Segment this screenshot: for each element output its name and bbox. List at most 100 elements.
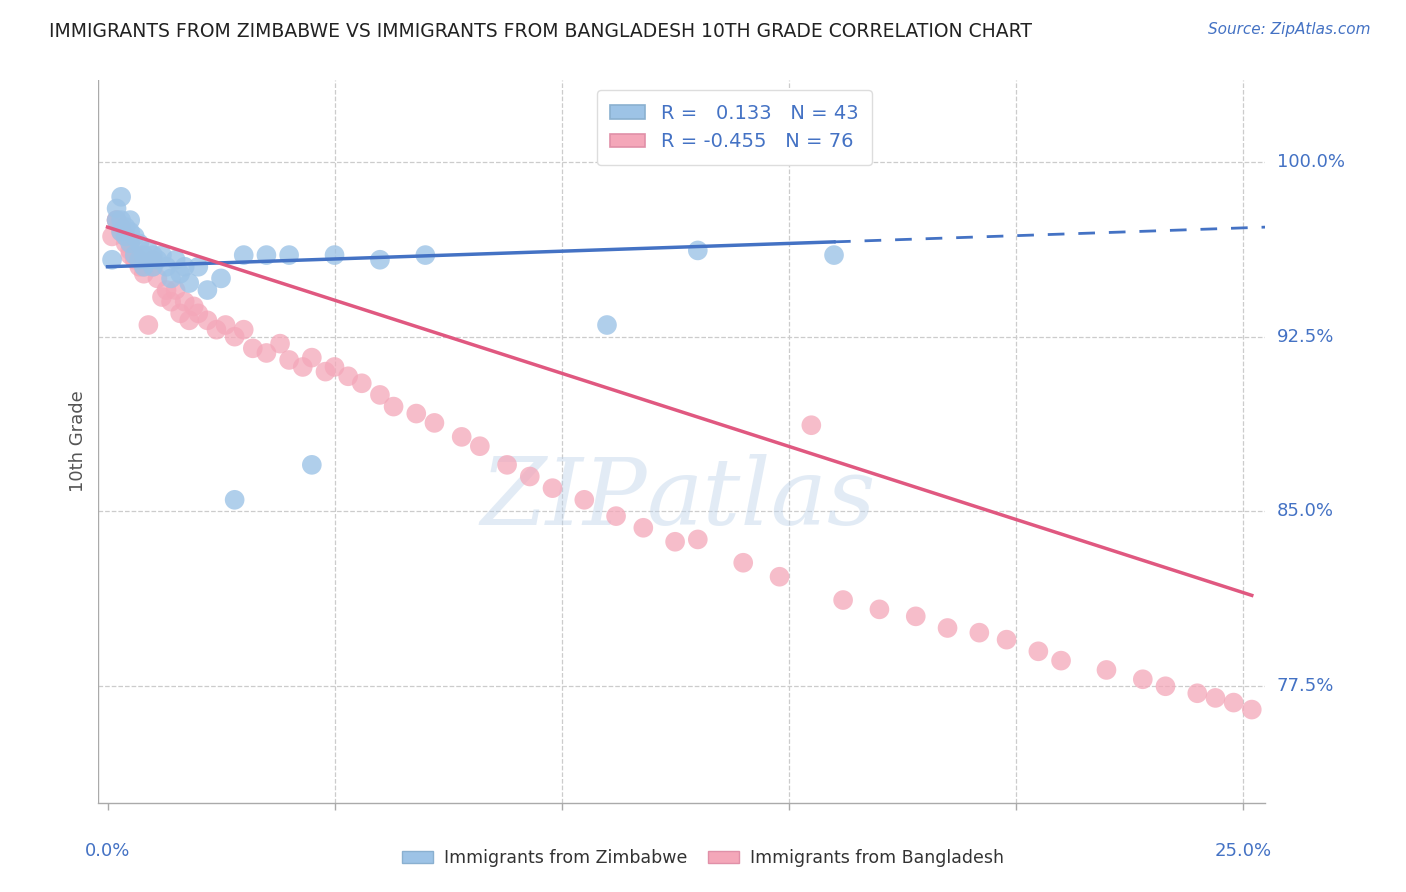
Point [224,329,246,343]
Point [146,252,169,267]
Point [242,341,264,355]
Point [173,294,195,309]
Point [138,318,160,332]
Point [278,248,301,262]
Point [1240,702,1263,716]
Point [165,283,187,297]
Point [120,213,142,227]
Point [120,225,142,239]
Point [1222,696,1244,710]
Point [128,260,150,274]
Point [224,492,246,507]
Point [415,248,437,262]
Point [269,336,291,351]
Point [197,313,219,327]
Point [187,260,209,274]
Point [132,260,155,274]
Text: 0.0%: 0.0% [84,842,131,860]
Point [169,306,191,320]
Point [110,225,132,239]
Point [124,252,146,267]
Point [254,248,277,262]
Point [132,267,155,281]
Text: Source: ZipAtlas.com: Source: ZipAtlas.com [1208,22,1371,37]
Point [110,225,132,239]
Point [142,260,165,274]
Point [128,252,150,267]
Point [150,248,173,262]
Point [101,252,124,267]
Point [450,430,472,444]
Point [468,439,491,453]
Point [105,213,128,227]
Point [114,236,136,251]
Point [110,190,132,204]
Point [132,260,155,274]
Point [160,294,183,309]
Text: IMMIGRANTS FROM ZIMBABWE VS IMMIGRANTS FROM BANGLADESH 10TH GRADE CORRELATION CH: IMMIGRANTS FROM ZIMBABWE VS IMMIGRANTS F… [49,22,1032,41]
Point [124,248,146,262]
Point [179,276,201,290]
Point [105,213,128,227]
Point [1132,673,1154,687]
Point [1095,663,1118,677]
Point [1154,679,1177,693]
Point [150,290,173,304]
Point [633,521,655,535]
Point [323,248,346,262]
Point [995,632,1018,647]
Point [101,229,124,244]
Point [574,492,596,507]
Point [496,458,519,472]
Point [142,252,165,267]
Point [142,260,165,274]
Text: 100.0%: 100.0% [1277,153,1344,171]
Point [1204,690,1226,705]
Point [596,318,619,332]
Point [868,602,890,616]
Point [120,244,142,258]
Point [114,220,136,235]
Point [179,313,201,327]
Point [214,318,236,332]
Point [197,283,219,297]
Point [155,260,177,274]
Point [337,369,360,384]
Text: 25.0%: 25.0% [1215,842,1271,860]
Point [232,323,254,337]
Point [120,236,142,251]
Point [519,469,541,483]
Point [138,252,160,267]
Point [105,213,128,227]
Point [301,351,323,365]
Point [605,509,627,524]
Point [128,252,150,267]
Point [138,244,160,258]
Point [1050,654,1073,668]
Point [120,236,142,251]
Point [832,593,855,607]
Point [124,248,146,262]
Point [169,267,191,281]
Point [124,229,146,244]
Point [541,481,564,495]
Point [183,299,205,313]
Point [291,359,314,374]
Point [160,271,183,285]
Point [405,407,427,421]
Point [423,416,446,430]
Point [664,534,686,549]
Point [105,202,128,216]
Point [323,359,346,374]
Point [209,271,232,285]
Point [142,248,165,262]
Point [110,213,132,227]
Point [368,252,391,267]
Point [120,248,142,262]
Point [936,621,959,635]
Point [110,220,132,235]
Point [350,376,373,391]
Point [686,533,709,547]
Point [1028,644,1050,658]
Y-axis label: 10th Grade: 10th Grade [69,391,87,492]
